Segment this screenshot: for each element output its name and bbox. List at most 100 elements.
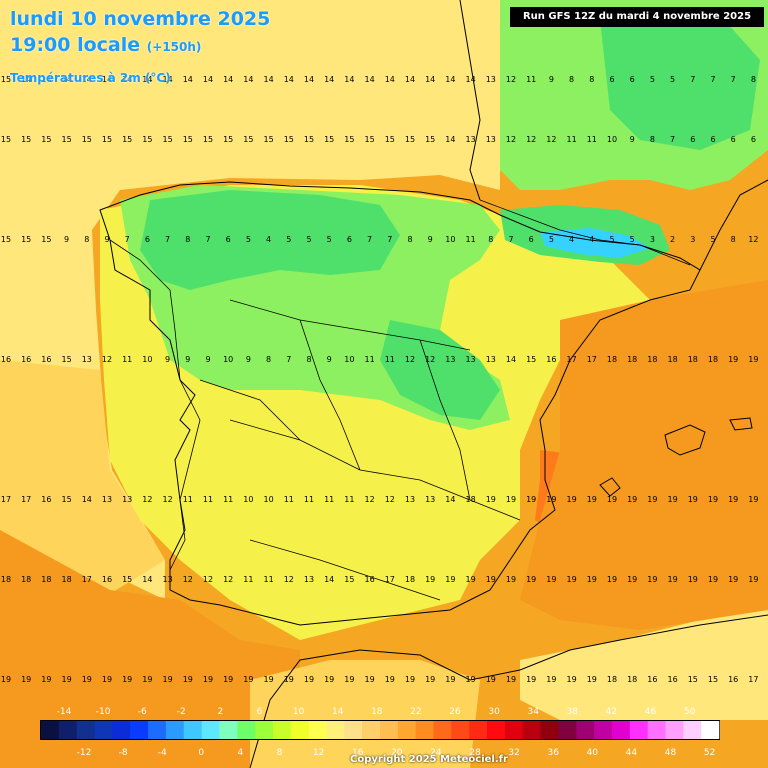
grid-value: 19 <box>324 675 334 684</box>
grid-value: 19 <box>668 495 678 504</box>
grid-value: 19 <box>607 575 617 584</box>
legend-tick-label: 14 <box>332 707 344 717</box>
grid-value: 12 <box>748 235 758 244</box>
legend-swatch <box>219 721 238 739</box>
grid-value: 14 <box>365 75 375 84</box>
grid-value: 19 <box>526 675 536 684</box>
legend-tick-label: -2 <box>177 707 186 717</box>
grid-value: 11 <box>183 495 193 504</box>
grid-value: 19 <box>506 575 516 584</box>
grid-value: 15 <box>324 135 334 144</box>
grid-value: 14 <box>385 75 395 84</box>
grid-value: 17 <box>748 675 758 684</box>
grid-value: 19 <box>506 675 516 684</box>
legend-swatch <box>433 721 452 739</box>
legend-tick-label: 32 <box>508 748 519 758</box>
legend-tick-label: 4 <box>238 748 244 758</box>
grid-value: 7 <box>367 235 372 244</box>
grid-value: 15 <box>1 75 11 84</box>
grid-value: 18 <box>1 575 11 584</box>
legend-swatch <box>148 721 167 739</box>
grid-value: 9 <box>428 235 433 244</box>
grid-value: 9 <box>104 235 109 244</box>
grid-value: 14 <box>304 75 314 84</box>
grid-value: 16 <box>41 495 51 504</box>
legend-tick-label: 50 <box>684 707 696 717</box>
grid-value: 19 <box>405 675 415 684</box>
legend-swatch <box>183 721 202 739</box>
grid-value: 19 <box>728 355 738 364</box>
grid-value: 12 <box>506 75 516 84</box>
grid-value: 5 <box>306 235 311 244</box>
grid-value: 15 <box>365 135 375 144</box>
grid-value: 13 <box>304 575 314 584</box>
legend-tick-label: 52 <box>704 748 715 758</box>
grid-value: 19 <box>425 675 435 684</box>
grid-value: 14 <box>142 75 152 84</box>
grid-value: 8 <box>266 355 271 364</box>
legend-tick-label: 22 <box>410 707 421 717</box>
legend-tick-label: 10 <box>293 707 305 717</box>
grid-value: 14 <box>264 75 274 84</box>
grid-value: 14 <box>82 75 92 84</box>
grid-value: 19 <box>284 675 294 684</box>
grid-value: 11 <box>304 495 314 504</box>
grid-value: 3 <box>690 235 695 244</box>
grid-value: 18 <box>405 575 415 584</box>
grid-value: 5 <box>630 235 635 244</box>
legend-tick-label: 36 <box>547 748 559 758</box>
grid-value: 13 <box>486 355 496 364</box>
grid-value: 15 <box>163 135 173 144</box>
legend-swatch <box>487 721 506 739</box>
grid-value: 15 <box>203 135 213 144</box>
grid-value: 9 <box>630 135 635 144</box>
grid-value: 19 <box>688 495 698 504</box>
forecast-time-title: 19:00 locale (+150h) <box>10 34 201 56</box>
grid-value: 18 <box>21 575 31 584</box>
legend-tick-label: 44 <box>626 748 638 758</box>
legend-swatch <box>415 721 434 739</box>
legend-swatch <box>683 721 702 739</box>
grid-value: 19 <box>486 675 496 684</box>
spain-france-border <box>479 199 691 266</box>
grid-value: 12 <box>425 355 435 364</box>
legend-tick-label: 18 <box>371 707 383 717</box>
grid-value: 19 <box>526 575 536 584</box>
grid-value: 15 <box>82 135 92 144</box>
grid-value: 19 <box>587 675 597 684</box>
southwest-warm-field <box>0 530 300 768</box>
grid-value: 12 <box>506 135 516 144</box>
grid-value: 18 <box>607 675 617 684</box>
grid-value: 15 <box>102 135 112 144</box>
legend-swatch <box>237 721 256 739</box>
balearic-ibiza <box>599 477 621 497</box>
pyrenees-cold-core <box>540 228 650 258</box>
grid-value: 6 <box>145 235 150 244</box>
grid-value: 7 <box>690 75 695 84</box>
grid-value: 15 <box>526 355 536 364</box>
grid-value: 13 <box>102 495 112 504</box>
grid-value: 5 <box>549 235 554 244</box>
grid-value: 19 <box>1 675 11 684</box>
grid-value: 18 <box>466 495 476 504</box>
grid-value: 12 <box>526 135 536 144</box>
grid-value: 19 <box>748 355 758 364</box>
grid-value: 13 <box>82 355 92 364</box>
grid-value: 12 <box>546 135 556 144</box>
grid-value: 11 <box>344 495 354 504</box>
grid-value: 19 <box>748 495 758 504</box>
grid-value: 15 <box>304 135 314 144</box>
grid-value: 11 <box>587 135 597 144</box>
iberia-coastline <box>99 181 701 626</box>
legend-swatch <box>308 721 327 739</box>
grid-value: 14 <box>324 575 334 584</box>
grid-value: 13 <box>405 495 415 504</box>
legend-swatch <box>58 721 77 739</box>
legend-tick-label: 42 <box>606 707 617 717</box>
grid-value: 17 <box>82 575 92 584</box>
grid-value: 15 <box>62 495 72 504</box>
grid-value: 15 <box>21 235 31 244</box>
legend-swatch <box>665 721 684 739</box>
grid-value: 16 <box>365 575 375 584</box>
france-cold-field <box>600 15 760 150</box>
